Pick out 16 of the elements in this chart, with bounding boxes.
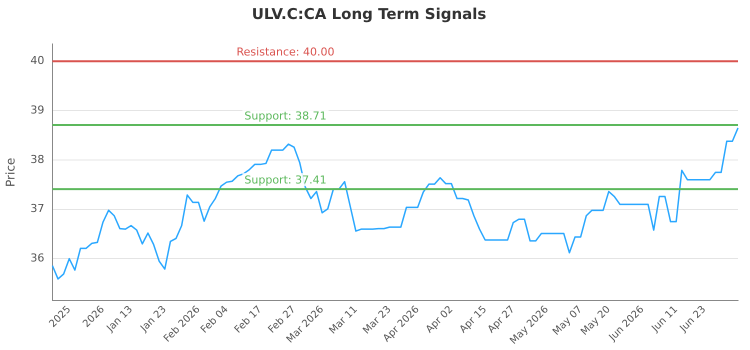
y-tick-label: 40	[30, 54, 44, 68]
x-tick-label: Feb 17	[232, 304, 264, 336]
y-tick-label: 37	[30, 202, 44, 216]
y-tick-label: 38	[30, 152, 44, 166]
y-tick-label: 39	[30, 103, 44, 116]
y-tick-label: 36	[30, 252, 44, 265]
ref-line-label: Support: 37.41	[244, 173, 327, 186]
x-tick-label: Jan 23	[138, 304, 169, 335]
x-tick-label: Mar 11	[327, 304, 360, 336]
chart-title: ULV.C:CA Long Term Signals	[252, 4, 486, 23]
ref-line-label: Support: 38.71	[244, 109, 327, 122]
y-axis-title: Price	[3, 158, 18, 187]
ref-line-label: Resistance: 40.00	[236, 46, 334, 59]
x-tick-label: Feb 04	[199, 304, 231, 336]
x-tick-label: Apr 02	[424, 304, 456, 336]
x-tick-label: Jan 13	[104, 304, 136, 335]
